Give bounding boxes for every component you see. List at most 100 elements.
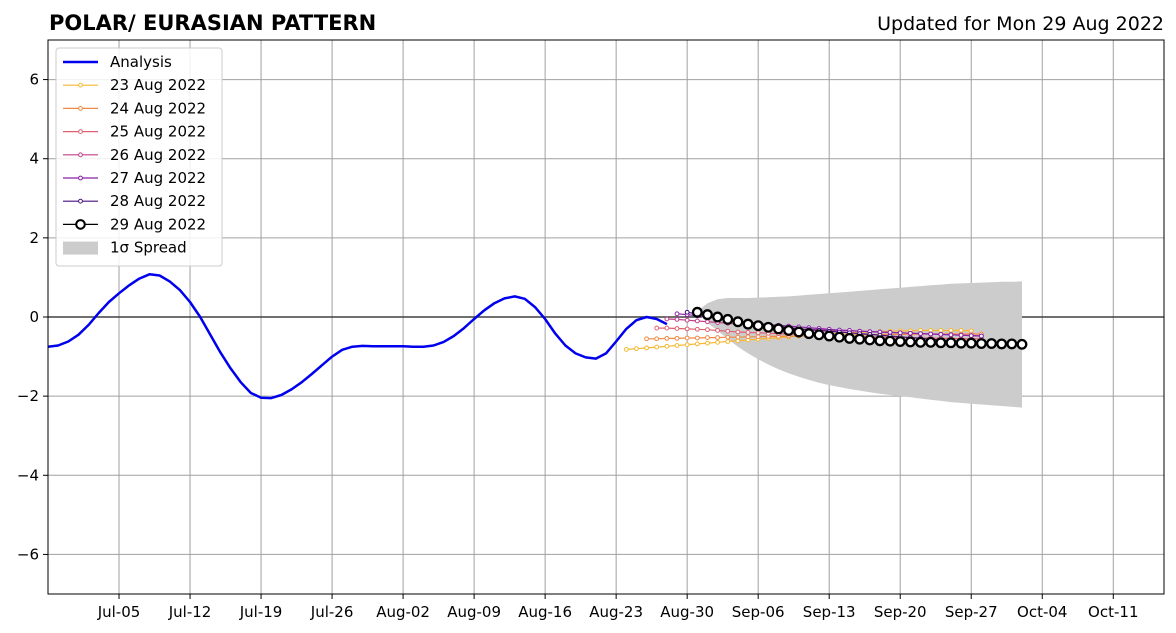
- forecast-point: [948, 332, 954, 338]
- legend-entry: 26 Aug 2022: [63, 146, 206, 164]
- forecast-point: [958, 332, 964, 338]
- analysis-line: [47, 273, 668, 400]
- current-forecast-point: [904, 336, 916, 348]
- current-forecast-point: [742, 318, 754, 330]
- current-forecast-series: [691, 306, 1028, 350]
- legend-marker-swatch: [75, 219, 86, 230]
- legend-patch-swatch: [63, 241, 98, 255]
- forecast-point: [938, 332, 944, 337]
- current-forecast-point: [722, 313, 734, 325]
- forecast-point: [674, 343, 680, 348]
- y-tick-label: 0: [29, 308, 39, 326]
- axes-frame: [47, 39, 1165, 595]
- current-forecast-point: [732, 316, 744, 328]
- forecast-point: [897, 330, 903, 336]
- x-tick-label: Jul-05: [97, 603, 141, 621]
- current-forecast-point: [854, 333, 866, 345]
- forecast-point: [725, 334, 731, 340]
- current-forecast-point: [752, 320, 764, 332]
- forecast-point: [674, 316, 680, 322]
- current-forecast-point: [691, 306, 703, 318]
- current-forecast-point: [823, 330, 835, 342]
- forecast-point: [725, 328, 731, 334]
- forecast-point: [634, 346, 639, 352]
- legend-entry: 24 Aug 2022: [63, 99, 206, 117]
- legend-entry: 29 Aug 2022: [63, 215, 206, 233]
- legend-entry: 27 Aug 2022: [63, 169, 206, 187]
- forecast-point: [705, 340, 710, 346]
- forecast-point: [694, 335, 700, 341]
- current-forecast-point: [925, 336, 937, 348]
- x-tick-label: Sep-20: [874, 603, 927, 621]
- y-tick-label: 6: [29, 71, 39, 89]
- forecast-point: [715, 335, 720, 340]
- forecast-point: [664, 343, 670, 349]
- forecast-point: [684, 326, 690, 332]
- updated-label: Updated for Mon 29 Aug 2022: [877, 13, 1164, 35]
- forecast-point: [684, 335, 690, 341]
- current-forecast-point: [935, 337, 947, 349]
- legend-marker-swatch: [78, 82, 83, 88]
- current-forecast-point: [844, 332, 855, 344]
- current-forecast-point: [1006, 338, 1018, 350]
- y-tick-label: 2: [29, 229, 39, 247]
- forecast-point: [928, 331, 934, 337]
- forecast-point: [745, 334, 751, 340]
- x-tick-label: Aug-23: [589, 603, 643, 621]
- x-tick-label: Aug-02: [376, 603, 430, 621]
- x-tick-label: Sep-06: [732, 603, 785, 621]
- legend-entry: 1σ Spread: [63, 239, 187, 257]
- current-forecast-point: [975, 338, 987, 349]
- legend-label: 24 Aug 2022: [110, 99, 206, 117]
- forecast-point: [674, 326, 680, 331]
- current-forecast-point: [762, 321, 774, 333]
- legend-entry: Analysis: [63, 53, 172, 71]
- x-tick-label: Sep-13: [803, 603, 856, 621]
- current-forecast-point: [955, 337, 967, 349]
- forecast-point: [654, 325, 660, 331]
- x-tick-label: Aug-30: [660, 603, 714, 621]
- forecast-point: [735, 329, 741, 335]
- x-tick-label: Sep-27: [945, 603, 998, 621]
- current-forecast-point: [864, 334, 876, 346]
- forecast-point: [674, 335, 680, 341]
- forecast-point: [684, 342, 690, 348]
- current-forecast-point: [884, 335, 896, 347]
- forecast-point: [664, 316, 670, 322]
- x-tick-label: Oct-04: [1017, 603, 1067, 621]
- current-forecast-point: [773, 323, 784, 335]
- forecast-point: [755, 330, 761, 336]
- plot-area: Jul-05 Jul-12 Jul-19 Jul-26 Aug-02 Aug-09 Aug-…: [17, 39, 1165, 621]
- legend-marker-swatch: [78, 152, 83, 158]
- forecast-point: [968, 333, 974, 338]
- legend-label: 25 Aug 2022: [110, 123, 206, 141]
- forecast-point: [664, 335, 670, 341]
- forecast-point: [715, 339, 720, 345]
- legend-marker-swatch: [78, 175, 83, 181]
- legend-entry: 28 Aug 2022: [63, 192, 206, 210]
- y-tick-label: −2: [17, 387, 39, 405]
- legend-label: 27 Aug 2022: [110, 169, 206, 187]
- legend: Analysis 23 Aug 2022 24 Aug 2022 25 Aug 202…: [55, 47, 223, 267]
- legend-entry: 25 Aug 2022: [63, 123, 206, 141]
- current-forecast-point: [986, 338, 997, 349]
- current-forecast-point: [712, 311, 724, 323]
- forecast-point: [725, 339, 731, 344]
- x-tick-label: Aug-16: [518, 603, 572, 621]
- forecast-point: [623, 347, 629, 352]
- legend-box: [55, 47, 223, 267]
- forecast-point: [644, 345, 649, 351]
- forecast-point: [654, 344, 660, 350]
- legend-label: 1σ Spread: [110, 239, 187, 257]
- legend-label: 23 Aug 2022: [110, 76, 206, 94]
- current-forecast-point: [915, 336, 926, 348]
- forecast-point: [694, 326, 700, 332]
- x-tick-label: Jul-12: [168, 603, 212, 621]
- legend-entry: 23 Aug 2022: [63, 76, 206, 94]
- current-forecast-point: [965, 337, 977, 349]
- forecast-point: [735, 334, 741, 340]
- current-forecast-point: [996, 338, 1008, 350]
- current-forecast-point: [874, 335, 886, 347]
- forecast-point: [705, 327, 710, 333]
- legend-label: 29 Aug 2022: [110, 215, 206, 233]
